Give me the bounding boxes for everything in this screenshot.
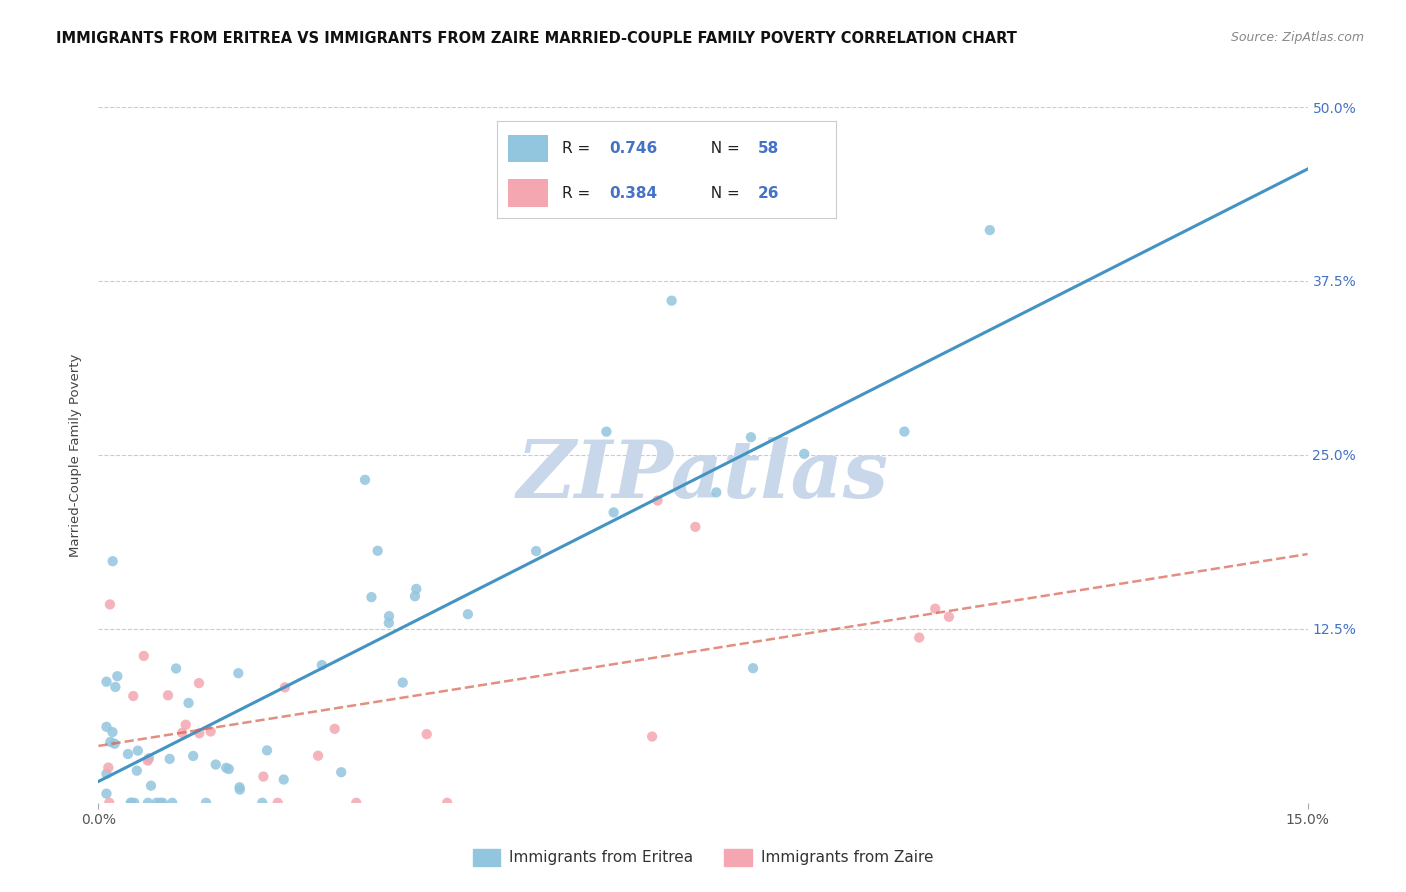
Point — [96, 674, 118, 689]
Point — [267, 796, 290, 810]
Point — [793, 447, 815, 461]
Point — [104, 680, 127, 694]
Point — [96, 720, 118, 734]
Point — [595, 425, 617, 439]
Point — [136, 796, 159, 810]
Point — [149, 796, 172, 810]
Point — [98, 598, 121, 612]
Point — [256, 743, 278, 757]
Text: ZIPatlas: ZIPatlas — [517, 437, 889, 515]
Point — [641, 730, 664, 744]
Text: IMMIGRANTS FROM ERITREA VS IMMIGRANTS FROM ZAIRE MARRIED-COUPLE FAMILY POVERTY C: IMMIGRANTS FROM ERITREA VS IMMIGRANTS FR… — [56, 31, 1017, 46]
Point — [344, 796, 367, 810]
Point — [200, 724, 222, 739]
Point — [136, 754, 159, 768]
Point — [124, 796, 146, 810]
Point — [252, 770, 274, 784]
Point — [252, 796, 274, 810]
Point — [218, 762, 240, 776]
Point — [908, 631, 931, 645]
Point — [524, 544, 547, 558]
Point — [405, 582, 427, 596]
Point — [172, 726, 194, 740]
Point — [740, 430, 762, 444]
Point — [661, 293, 683, 308]
Point — [602, 505, 624, 519]
Point — [152, 796, 174, 810]
Text: Source: ZipAtlas.com: Source: ZipAtlas.com — [1230, 31, 1364, 45]
Point — [174, 717, 197, 731]
Point — [139, 779, 162, 793]
Point — [96, 787, 118, 801]
Point — [195, 796, 218, 810]
Point — [101, 725, 124, 739]
Point — [105, 669, 128, 683]
Point — [100, 735, 122, 749]
Point — [145, 796, 167, 810]
Point — [188, 726, 211, 740]
Point — [354, 473, 377, 487]
Point — [160, 796, 183, 810]
Point — [323, 722, 346, 736]
Point — [457, 607, 479, 622]
Point — [215, 761, 238, 775]
Point — [360, 590, 382, 604]
Point — [228, 780, 250, 795]
Point — [132, 648, 155, 663]
Point — [685, 520, 707, 534]
Point — [156, 689, 179, 703]
Point — [97, 761, 120, 775]
Point — [138, 751, 160, 765]
Point — [228, 666, 250, 681]
Point — [274, 681, 297, 695]
Point — [120, 796, 142, 810]
Y-axis label: Married-Couple Family Poverty: Married-Couple Family Poverty — [69, 353, 83, 557]
Point — [893, 425, 915, 439]
Point — [159, 752, 181, 766]
Point — [378, 609, 401, 624]
Point — [121, 796, 143, 810]
Point — [404, 589, 426, 603]
Point — [979, 223, 1001, 237]
Point — [101, 554, 124, 568]
Point — [98, 796, 121, 810]
Point — [188, 676, 211, 690]
Point — [436, 796, 458, 810]
Point — [938, 609, 960, 624]
Point — [96, 766, 118, 780]
Point — [177, 696, 200, 710]
Point — [122, 689, 145, 703]
Point — [127, 744, 149, 758]
Point — [378, 615, 401, 630]
Point — [204, 757, 226, 772]
Point — [229, 782, 252, 797]
Point — [125, 764, 148, 778]
Point — [311, 658, 333, 673]
Point — [742, 661, 765, 675]
Point — [181, 748, 204, 763]
Point — [416, 727, 439, 741]
Point — [165, 661, 187, 675]
Point — [924, 601, 946, 615]
Point — [104, 737, 127, 751]
Legend: Immigrants from Eritrea, Immigrants from Zaire: Immigrants from Eritrea, Immigrants from… — [467, 843, 939, 871]
Point — [330, 765, 353, 780]
Point — [647, 493, 669, 508]
Point — [367, 543, 389, 558]
Point — [391, 675, 413, 690]
Point — [307, 748, 329, 763]
Point — [273, 772, 295, 787]
Point — [117, 747, 139, 761]
Point — [704, 485, 727, 500]
